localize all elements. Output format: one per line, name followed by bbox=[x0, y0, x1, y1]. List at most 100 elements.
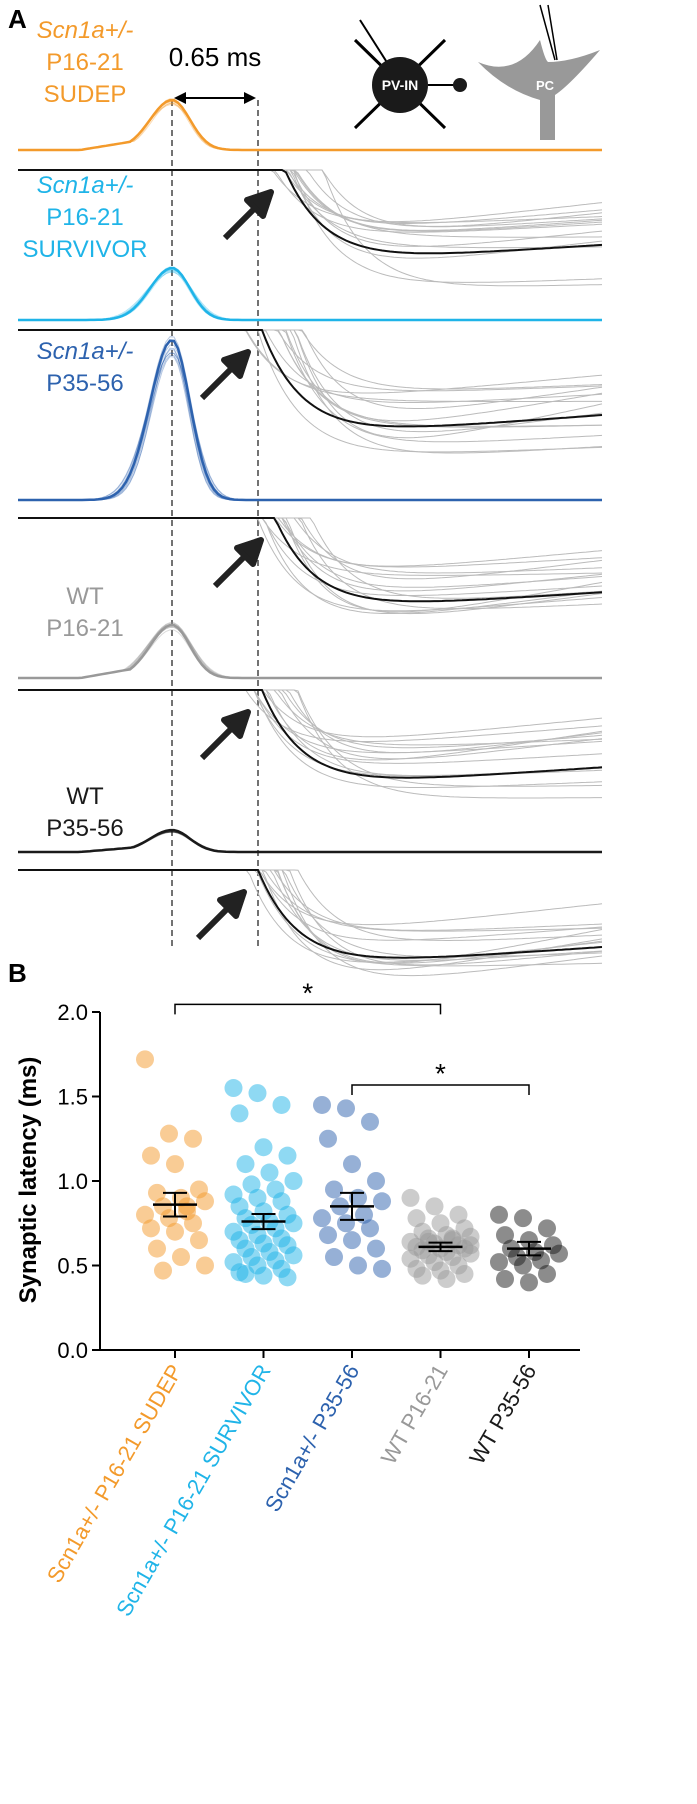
arrow bbox=[195, 889, 247, 941]
data-point bbox=[373, 1192, 391, 1211]
data-point bbox=[455, 1264, 474, 1283]
arrow bbox=[199, 349, 251, 401]
data-point bbox=[367, 1172, 385, 1190]
data-point bbox=[236, 1155, 255, 1174]
data-point bbox=[142, 1146, 160, 1165]
significance-label: * bbox=[435, 1058, 446, 1089]
group-label: WT bbox=[66, 583, 104, 610]
error-bar bbox=[251, 1212, 276, 1231]
pc-trace bbox=[18, 689, 603, 754]
error-bar bbox=[517, 1240, 541, 1257]
pv-trace bbox=[18, 104, 602, 151]
y-tick-label: 1.5 bbox=[57, 1085, 88, 1110]
data-point bbox=[254, 1266, 273, 1285]
x-tick-label: Scn1a+/- P16-21 SURVIVOR bbox=[111, 1360, 276, 1620]
data-point bbox=[272, 1192, 291, 1211]
pc-trace bbox=[18, 517, 603, 574]
data-point bbox=[148, 1239, 166, 1258]
data-point bbox=[425, 1197, 444, 1216]
significance-bracket bbox=[351, 1084, 530, 1095]
group-label: P16-21 bbox=[46, 204, 123, 231]
data-point bbox=[136, 1050, 154, 1069]
pv-trace-mean bbox=[18, 828, 602, 854]
group-label: P35-56 bbox=[46, 815, 123, 842]
arrow bbox=[222, 189, 274, 241]
data-point bbox=[278, 1146, 297, 1165]
pc-trace bbox=[18, 869, 603, 931]
data-point bbox=[260, 1163, 279, 1182]
data-point bbox=[443, 1229, 462, 1248]
data-point bbox=[313, 1209, 331, 1228]
pc-trace-mean bbox=[18, 869, 603, 959]
y-tick-label: 2.0 bbox=[57, 1000, 88, 1025]
data-point bbox=[343, 1155, 361, 1174]
data-point bbox=[490, 1253, 508, 1272]
x-tick-label: WT P16-21 bbox=[376, 1360, 453, 1469]
data-point bbox=[278, 1268, 297, 1287]
data-point bbox=[160, 1209, 178, 1228]
data-point bbox=[148, 1183, 166, 1202]
data-point bbox=[538, 1264, 556, 1283]
data-point bbox=[538, 1219, 556, 1238]
pc-trace bbox=[18, 869, 603, 926]
y-axis-label: Synaptic latency (ms) bbox=[15, 1057, 42, 1304]
pc-trace bbox=[18, 869, 603, 932]
data-point bbox=[407, 1209, 426, 1228]
data-point bbox=[196, 1256, 214, 1275]
data-point bbox=[166, 1155, 184, 1174]
y-tick-label: 1.0 bbox=[57, 1169, 88, 1194]
data-point bbox=[230, 1104, 249, 1123]
pv-trace bbox=[18, 102, 602, 151]
data-point bbox=[520, 1273, 538, 1292]
pv-trace-mean bbox=[18, 98, 602, 152]
error-bar bbox=[340, 1191, 364, 1221]
pv-trace-mean bbox=[18, 339, 602, 502]
scale-label: 0.65 ms bbox=[169, 42, 262, 72]
data-point bbox=[154, 1261, 172, 1280]
pc-trace bbox=[18, 517, 603, 596]
data-point bbox=[319, 1226, 337, 1245]
group-label: Scn1a+/- bbox=[37, 17, 134, 44]
pv-trace bbox=[18, 267, 602, 321]
data-point bbox=[413, 1266, 432, 1285]
pc-trace-mean bbox=[18, 517, 603, 603]
data-point bbox=[254, 1138, 273, 1157]
data-point bbox=[337, 1099, 355, 1118]
data-point bbox=[325, 1180, 343, 1199]
pc-trace bbox=[18, 689, 603, 760]
pv-trace bbox=[18, 270, 602, 321]
data-point bbox=[496, 1270, 514, 1289]
data-point bbox=[373, 1259, 391, 1278]
data-point bbox=[361, 1112, 379, 1131]
data-point bbox=[272, 1095, 291, 1114]
y-tick-label: 0.5 bbox=[57, 1254, 88, 1279]
data-point bbox=[319, 1129, 337, 1148]
pc-trace bbox=[18, 869, 603, 963]
pc-trace bbox=[18, 689, 602, 799]
pv-trace bbox=[18, 100, 602, 151]
data-point bbox=[166, 1222, 184, 1241]
data-point bbox=[401, 1188, 420, 1207]
pv-trace bbox=[18, 266, 602, 321]
error-bar bbox=[428, 1241, 453, 1253]
data-point bbox=[437, 1270, 456, 1289]
pv-trace bbox=[18, 266, 602, 321]
data-point bbox=[196, 1192, 214, 1211]
cell-label: PC bbox=[536, 78, 555, 93]
pv-trace bbox=[18, 102, 602, 151]
data-point bbox=[550, 1244, 568, 1263]
pv-trace-mean bbox=[18, 266, 602, 322]
pv-trace bbox=[18, 100, 602, 151]
pv-trace bbox=[18, 271, 602, 321]
data-point bbox=[284, 1214, 303, 1233]
data-point bbox=[178, 1197, 196, 1216]
x-tick-label: WT P35-56 bbox=[464, 1360, 541, 1469]
x-tick-label: Scn1a+/- P35-56 bbox=[260, 1360, 365, 1516]
data-point bbox=[172, 1248, 190, 1267]
pc-trace bbox=[18, 689, 603, 749]
cell-diagram bbox=[353, 4, 600, 140]
error-bar bbox=[163, 1191, 187, 1218]
significance-label: * bbox=[302, 977, 313, 1008]
data-point bbox=[242, 1175, 261, 1194]
arrow bbox=[199, 709, 251, 761]
